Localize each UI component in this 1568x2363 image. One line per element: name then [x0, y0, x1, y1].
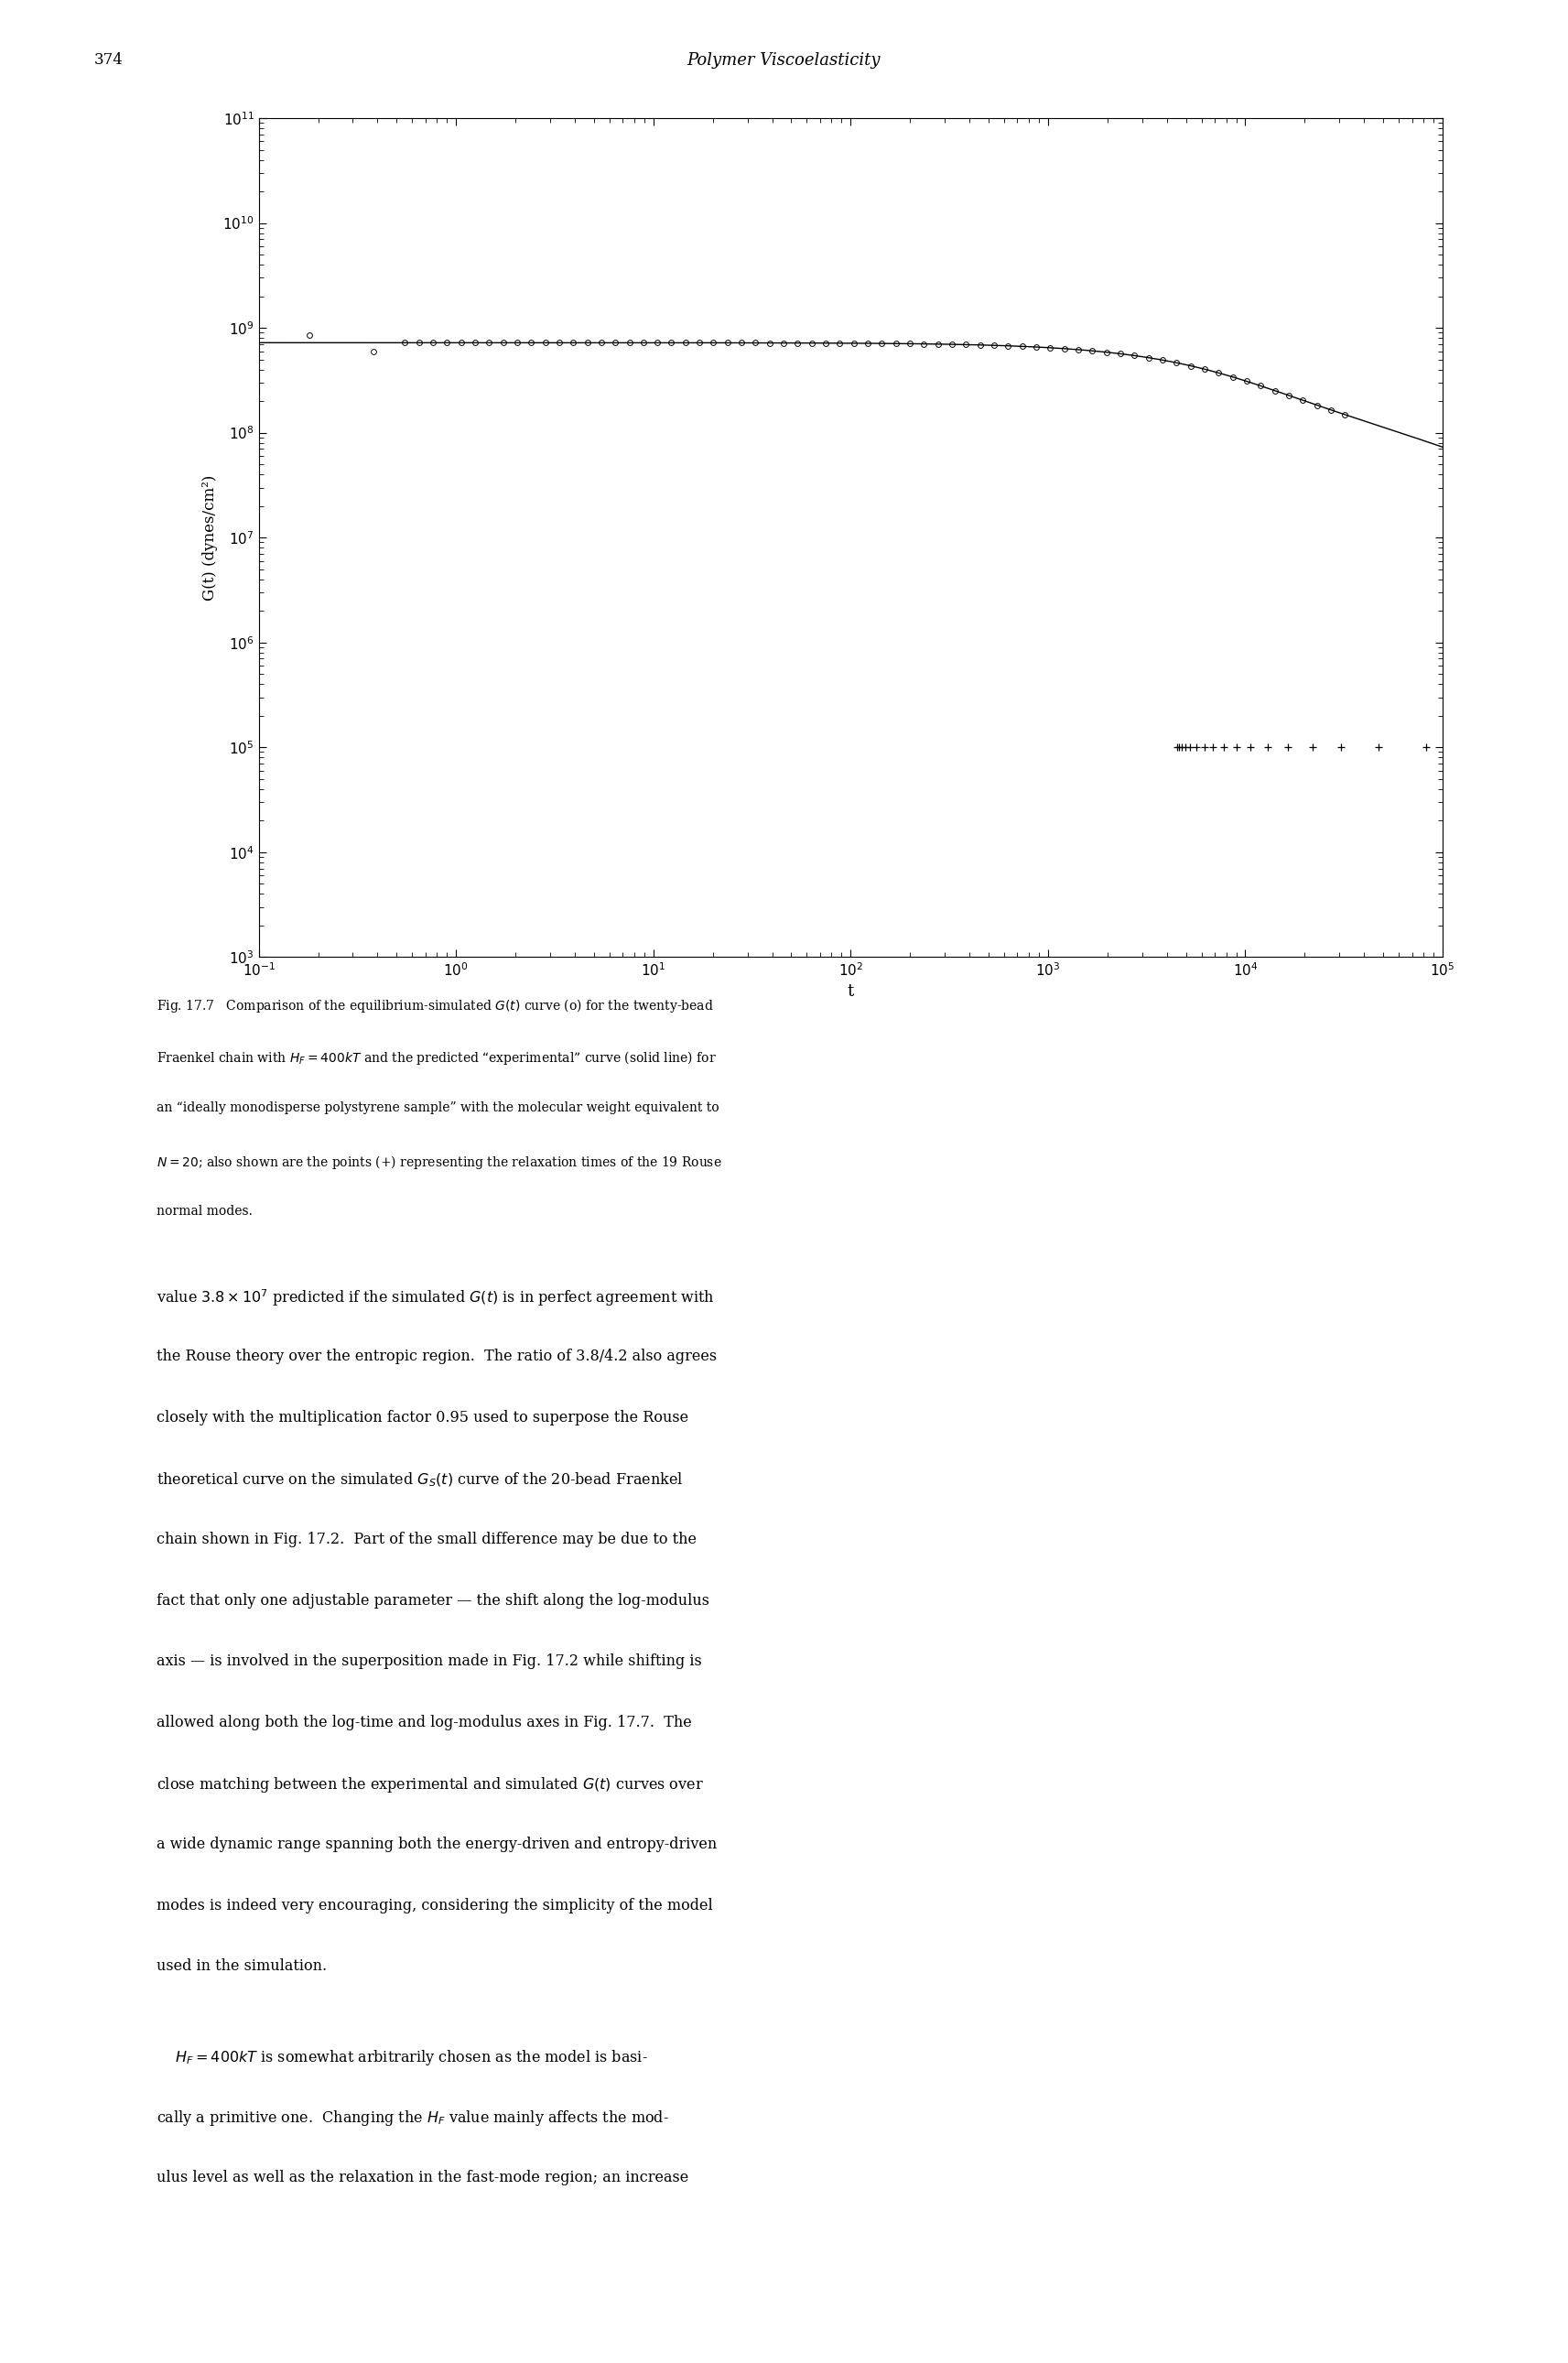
- Text: allowed along both the log-time and log-modulus axes in Fig. 17.7.  The: allowed along both the log-time and log-…: [157, 1716, 691, 1730]
- Text: cally a primitive one.  Changing the $H_F$ value mainly affects the mod-: cally a primitive one. Changing the $H_F…: [157, 2108, 670, 2129]
- Text: the Rouse theory over the entropic region.  The ratio of 3.8/4.2 also agrees: the Rouse theory over the entropic regio…: [157, 1349, 717, 1363]
- Text: a wide dynamic range spanning both the energy-driven and entropy-driven: a wide dynamic range spanning both the e…: [157, 1836, 717, 1853]
- Text: Fraenkel chain with $H_F = 400kT$ and the predicted “experimental” curve (solid : Fraenkel chain with $H_F = 400kT$ and th…: [157, 1049, 717, 1066]
- Text: theoretical curve on the simulated $G_S(t)$ curve of the 20-bead Fraenkel: theoretical curve on the simulated $G_S(…: [157, 1470, 684, 1489]
- Text: ulus level as well as the relaxation in the fast-mode region; an increase: ulus level as well as the relaxation in …: [157, 2169, 688, 2186]
- Text: modes is indeed very encouraging, considering the simplicity of the model: modes is indeed very encouraging, consid…: [157, 1897, 713, 1914]
- Text: closely with the multiplication factor 0.95 used to superpose the Rouse: closely with the multiplication factor 0…: [157, 1411, 688, 1425]
- Text: an “ideally monodisperse polystyrene sample” with the molecular weight equivalen: an “ideally monodisperse polystyrene sam…: [157, 1101, 720, 1113]
- Text: value $3.8 \times 10^7$ predicted if the simulated $G(t)$ is in perfect agreemen: value $3.8 \times 10^7$ predicted if the…: [157, 1288, 715, 1309]
- Text: fact that only one adjustable parameter — the shift along the log-modulus: fact that only one adjustable parameter …: [157, 1593, 710, 1609]
- Text: chain shown in Fig. 17.2.  Part of the small difference may be due to the: chain shown in Fig. 17.2. Part of the sm…: [157, 1531, 696, 1548]
- Text: 374: 374: [94, 52, 124, 69]
- Y-axis label: G(t) (dynes/cm²): G(t) (dynes/cm²): [202, 475, 218, 600]
- Text: axis — is involved in the superposition made in Fig. 17.2 while shifting is: axis — is involved in the superposition …: [157, 1654, 702, 1668]
- Text: close matching between the experimental and simulated $G(t)$ curves over: close matching between the experimental …: [157, 1775, 704, 1796]
- X-axis label: t: t: [847, 983, 855, 1000]
- Text: $H_F = 400kT$ is somewhat arbitrarily chosen as the model is basi-: $H_F = 400kT$ is somewhat arbitrarily ch…: [157, 2049, 648, 2068]
- Text: Polymer Viscoelasticity: Polymer Viscoelasticity: [687, 52, 881, 69]
- Text: normal modes.: normal modes.: [157, 1205, 252, 1217]
- Text: Fig. 17.7   Comparison of the equilibrium-simulated $G(t)$ curve (o) for the twe: Fig. 17.7 Comparison of the equilibrium-…: [157, 997, 713, 1014]
- Text: $N = 20$; also shown are the points (+) representing the relaxation times of the: $N = 20$; also shown are the points (+) …: [157, 1153, 723, 1170]
- Text: used in the simulation.: used in the simulation.: [157, 1959, 328, 1973]
